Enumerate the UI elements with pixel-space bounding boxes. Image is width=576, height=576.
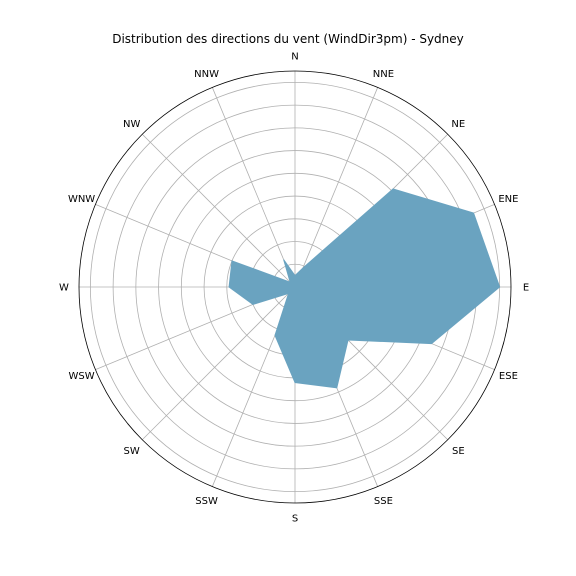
outer-frame: [78, 70, 512, 504]
direction-label-w: W: [59, 283, 69, 294]
direction-label-n: N: [291, 52, 298, 63]
direction-label-wsw: WSW: [69, 371, 95, 382]
direction-label-ese: ESE: [499, 371, 518, 382]
direction-label-sw: SW: [124, 446, 140, 457]
direction-label-ssw: SSW: [195, 496, 218, 507]
grid-spoke: [141, 133, 296, 288]
direction-label-e: E: [523, 283, 529, 294]
direction-label-ene: ENE: [498, 194, 518, 205]
direction-label-nne: NNE: [373, 69, 394, 80]
direction-label-ne: NE: [451, 119, 465, 130]
direction-label-s: S: [292, 514, 298, 525]
direction-label-nw: NW: [123, 119, 140, 130]
direction-label-wnw: WNW: [68, 194, 95, 205]
direction-label-sse: SSE: [374, 496, 393, 507]
grid-spoke: [211, 87, 296, 288]
direction-label-se: SE: [452, 446, 465, 457]
chart-title: Distribution des directions du vent (Win…: [112, 32, 464, 46]
grid-spoke: [294, 87, 379, 288]
grid-spoke: [141, 286, 296, 441]
direction-labels: N NNE NE ENE E ESE SE SSE S SSW SW WSW W WNW NW NNW: [59, 52, 529, 525]
direction-label-nnw: NNW: [194, 69, 219, 80]
wind-direction-area: [228, 188, 501, 389]
